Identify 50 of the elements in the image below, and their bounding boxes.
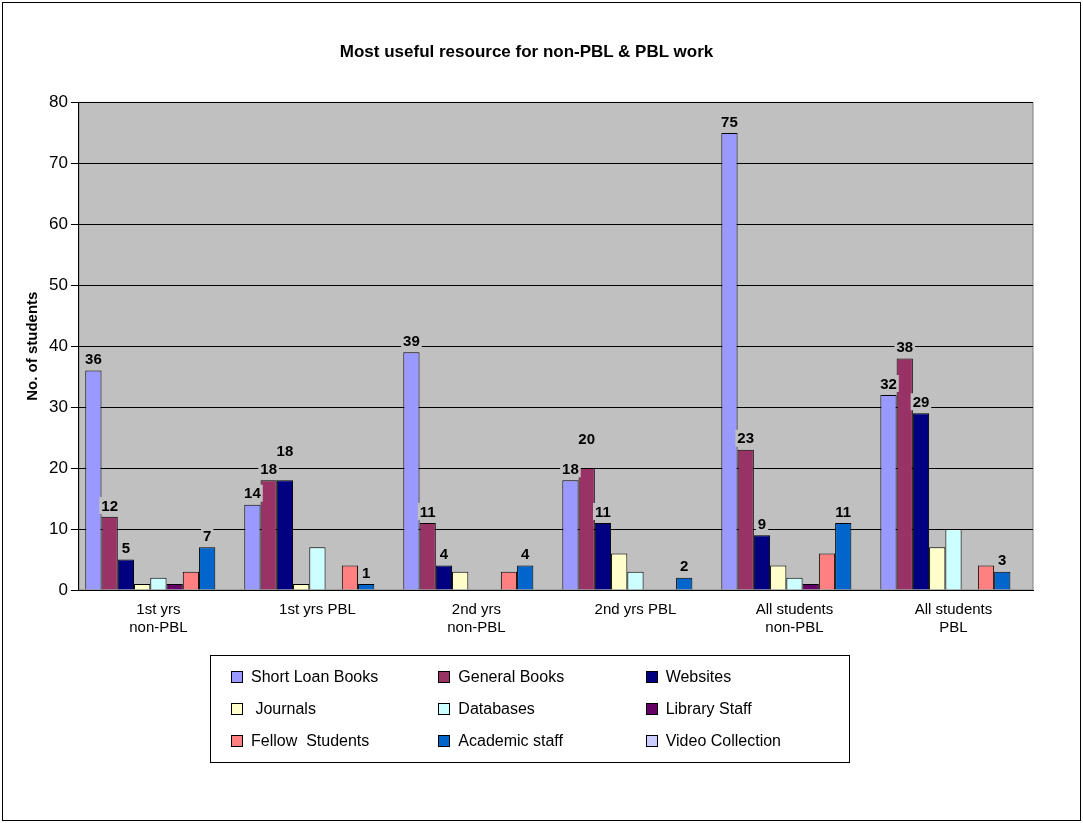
x-tick-label: 2nd yrs non-PBL <box>447 600 506 636</box>
legend-label: Academic staff <box>457 732 564 750</box>
x-tick-label: 1st yrs PBL <box>279 600 356 618</box>
legend-label: Databases <box>457 700 536 718</box>
y-tick-label: 0 <box>58 579 68 599</box>
x-tick-label: All students PBL <box>914 600 993 636</box>
data-label: 11 <box>595 502 611 520</box>
x-tick-label: 1st yrs non-PBL <box>129 600 188 636</box>
data-label: 4 <box>521 545 531 563</box>
data-label: 12 <box>101 496 118 514</box>
legend-label: Websites <box>664 668 733 686</box>
data-label: 32 <box>880 374 897 392</box>
data-label: 1 <box>362 563 371 581</box>
data-label: 3 <box>998 551 1007 569</box>
data-label: 5 <box>121 539 131 557</box>
data-label: 20 <box>578 429 596 447</box>
data-label: 11 <box>419 502 436 520</box>
data-label: 18 <box>276 441 294 459</box>
data-label: 38 <box>896 338 914 356</box>
legend-label: General Books <box>457 668 566 686</box>
legend-label: Journals <box>254 700 317 718</box>
y-tick-label: 20 <box>48 457 68 477</box>
legend-label: Short Loan Books <box>250 668 380 686</box>
data-label: 9 <box>757 514 767 532</box>
legend-label: Fellow Students <box>250 732 371 750</box>
legend-label: Library Staff <box>664 700 753 718</box>
y-tick-label: 80 <box>48 92 68 112</box>
data-label: 36 <box>85 350 102 368</box>
data-label: 4 <box>439 545 449 563</box>
y-tick-label: 40 <box>48 335 68 355</box>
data-label: 75 <box>721 112 738 130</box>
data-label: 23 <box>737 429 755 447</box>
y-tick-label: 10 <box>48 518 68 538</box>
chart-title: Most useful resource for non-PBL & PBL work <box>339 41 714 61</box>
y-tick-label: 70 <box>48 153 68 173</box>
data-label: 18 <box>260 459 278 477</box>
data-label: 7 <box>203 526 212 544</box>
legend-label: Video Collection <box>664 732 782 750</box>
y-tick-label: 60 <box>48 213 68 233</box>
data-label: 11 <box>835 502 852 520</box>
y-tick-label: 30 <box>48 396 68 416</box>
data-label: 14 <box>244 484 262 502</box>
x-tick-label: All students non-PBL <box>755 600 834 636</box>
y-tick-label: 50 <box>48 274 68 294</box>
data-label: 2 <box>680 557 689 575</box>
x-tick-label: 2nd yrs PBL <box>594 600 677 618</box>
data-label: 29 <box>912 392 930 410</box>
data-label: 39 <box>403 331 420 349</box>
y-axis-title: No. of students <box>23 291 41 401</box>
data-label: 18 <box>562 459 579 477</box>
